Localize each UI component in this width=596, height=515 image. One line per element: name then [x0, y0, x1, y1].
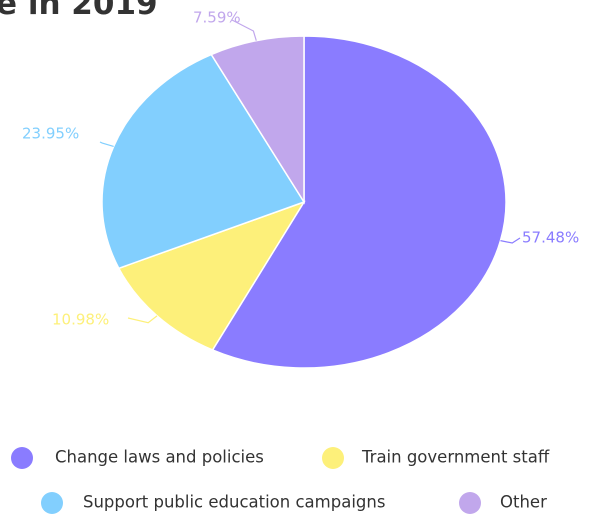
- legend-label: Change laws and policies: [55, 448, 264, 467]
- legend-marker: [322, 447, 344, 469]
- legend-marker: [11, 447, 33, 469]
- value-label: 23.95%: [22, 125, 79, 143]
- value-label: 7.59%: [193, 9, 241, 27]
- leader-line: [127, 315, 158, 324]
- legend-marker: [459, 492, 481, 514]
- chart-title: e in 2019: [0, 0, 158, 22]
- leader-line: [500, 237, 521, 244]
- leader-line: [99, 141, 114, 147]
- legend-marker: [41, 492, 63, 514]
- legend-label: Support public education campaigns: [83, 493, 385, 512]
- pie-slice: [210, 35, 305, 205]
- value-label: 57.48%: [522, 229, 579, 247]
- legend-label: Other: [500, 493, 547, 512]
- leader-line: [231, 19, 257, 41]
- value-label: 10.98%: [52, 311, 109, 329]
- pie-slice: [101, 53, 306, 270]
- legend-label: Train government staff: [361, 448, 550, 467]
- pie-slice: [211, 35, 507, 369]
